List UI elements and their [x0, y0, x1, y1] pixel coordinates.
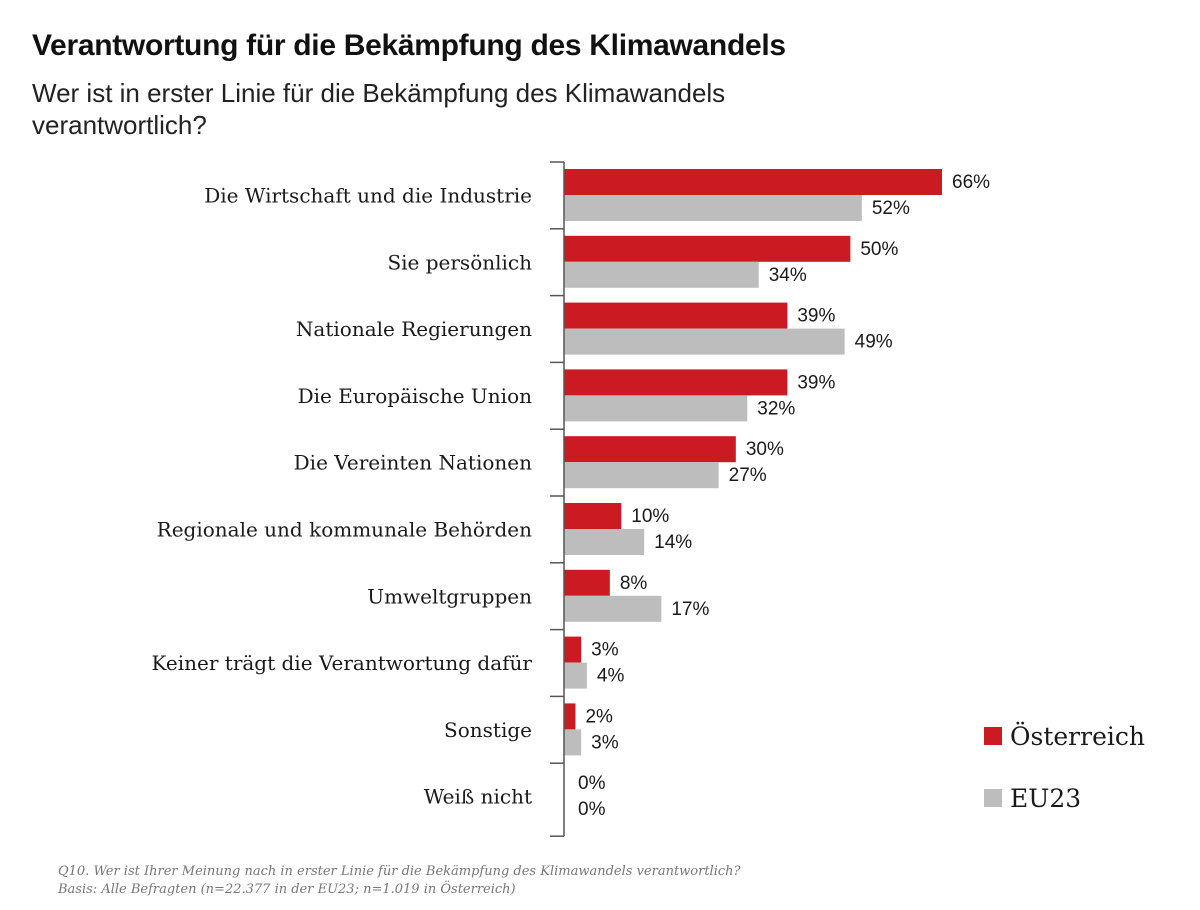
value-label-oesterreich: 66% [952, 172, 990, 193]
bar-eu23 [564, 328, 845, 355]
legend-label-eu23: EU23 [1010, 783, 1082, 813]
value-label-oesterreich: 50% [860, 239, 898, 260]
value-label-oesterreich: 39% [797, 306, 835, 327]
value-label-eu23: 14% [654, 532, 692, 553]
value-label-eu23: 4% [597, 666, 625, 687]
value-label-eu23: 32% [757, 398, 795, 419]
category-label: Die Wirtschaft und die Industrie [204, 184, 532, 208]
legend-label-oesterreich: Österreich [1010, 721, 1145, 751]
bar-eu23 [564, 662, 587, 689]
value-label-oesterreich: 2% [585, 706, 613, 727]
value-label-eu23: 27% [729, 465, 767, 486]
bar-oesterreich [564, 569, 610, 596]
bar-eu23 [564, 261, 759, 288]
value-label-oesterreich: 10% [631, 506, 669, 527]
value-label-oesterreich: 0% [578, 773, 606, 794]
category-label: Sie persönlich [387, 250, 532, 274]
bar-oesterreich [564, 302, 788, 329]
bar-eu23 [564, 595, 662, 622]
bar-eu23 [564, 195, 862, 221]
y-axis-ticks [550, 161, 564, 837]
footnote-question: Q10. Wer ist Ihrer Meinung nach in erste… [58, 864, 741, 879]
legend: Österreich EU23 [984, 718, 1145, 842]
legend-swatch-oesterreich [984, 727, 1002, 745]
chart-subtitle: Wer ist in erster Linie für die Bekämpfu… [32, 78, 726, 140]
bar-oesterreich [564, 503, 622, 529]
value-label-oesterreich: 3% [591, 640, 619, 661]
bar-eu23 [564, 529, 645, 555]
bar-oesterreich [564, 636, 582, 663]
value-labels: 66%52%50%34%39%49%39%32%30%27%10%14%8%17… [578, 172, 990, 820]
value-label-eu23: 17% [671, 599, 709, 620]
value-label-oesterreich: 30% [746, 439, 784, 460]
value-label-eu23: 0% [578, 799, 606, 820]
category-label: Sonstige [444, 718, 532, 742]
category-label: Die Europäische Union [298, 384, 533, 408]
category-label: Weiß nicht [424, 785, 532, 809]
bars [564, 169, 942, 756]
footnote-basis: Basis: Alle Befragten (n=22.377 in der E… [58, 882, 516, 897]
bar-eu23 [564, 395, 748, 422]
bar-oesterreich [564, 703, 576, 730]
value-label-oesterreich: 8% [620, 573, 648, 594]
bar-eu23 [564, 729, 582, 756]
category-label: Regionale und kommunale Behörden [157, 518, 532, 542]
bar-oesterreich [564, 169, 942, 195]
value-label-oesterreich: 39% [797, 372, 835, 393]
value-label-eu23: 52% [872, 198, 910, 219]
value-label-eu23: 49% [855, 332, 893, 353]
bar-eu23 [564, 462, 719, 489]
value-label-eu23: 3% [591, 732, 619, 753]
chart-title: Verantwortung für die Bekämpfung des Kli… [32, 29, 786, 62]
legend-item-oesterreich: Österreich [984, 718, 1145, 754]
legend-item-eu23: EU23 [984, 780, 1145, 816]
bar-oesterreich [564, 436, 736, 463]
category-label: Nationale Regierungen [296, 317, 532, 341]
value-label-eu23: 34% [769, 265, 807, 286]
category-labels: Die Wirtschaft und die Industrie Sie pers… [152, 184, 533, 809]
category-label: Keiner trägt die Verantwortung dafür [152, 651, 533, 675]
legend-swatch-eu23 [984, 789, 1002, 807]
category-label: Umweltgruppen [367, 584, 532, 608]
footnote: Q10. Wer ist Ihrer Meinung nach in erste… [58, 863, 741, 899]
bar-oesterreich [564, 369, 788, 396]
bar-oesterreich [564, 235, 851, 262]
category-label: Die Vereinten Nationen [294, 451, 532, 475]
